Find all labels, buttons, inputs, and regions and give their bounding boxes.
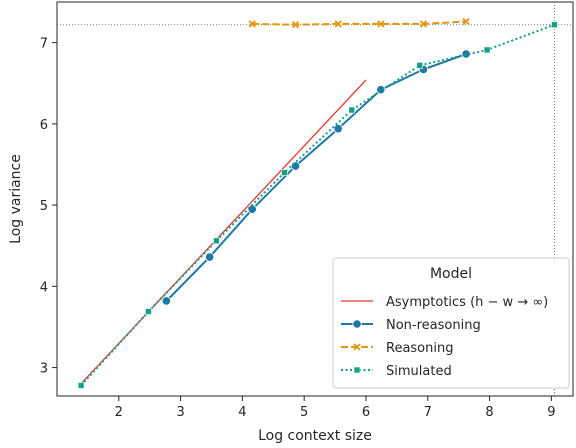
- data-point: [162, 297, 170, 305]
- data-point: [281, 170, 287, 176]
- x-tick-label: 7: [424, 405, 432, 420]
- x-tick-label: 5: [300, 405, 308, 420]
- y-axis-label: Log variance: [8, 154, 24, 244]
- x-tick-label: 3: [176, 405, 184, 420]
- legend-label: Asymptotics (h − w → ∞): [386, 295, 548, 310]
- data-point: [551, 22, 557, 28]
- y-tick-label: 4: [40, 280, 48, 295]
- legend-label: Non-reasoning: [386, 318, 481, 333]
- x-axis: 2 3 4 5 6 7 8 9: [115, 396, 556, 420]
- y-tick-label: 3: [40, 362, 48, 377]
- legend-label: Simulated: [386, 364, 452, 379]
- y-tick-label: 7: [40, 37, 48, 52]
- data-point: [291, 162, 299, 170]
- legend-swatch-marker: [354, 367, 360, 373]
- data-point: [334, 125, 342, 133]
- x-tick-label: 9: [547, 405, 555, 420]
- y-tick-label: 5: [40, 199, 48, 214]
- x-tick-label: 6: [362, 405, 370, 420]
- y-axis: 3 4 5 6 7: [40, 37, 57, 377]
- data-point: [349, 107, 355, 113]
- legend-swatch-marker: [353, 320, 361, 328]
- data-point: [205, 253, 213, 261]
- legend-title: Model: [430, 266, 472, 282]
- x-axis-label: Log context size: [258, 428, 372, 444]
- data-point: [213, 238, 219, 244]
- y-tick-label: 6: [40, 118, 48, 133]
- legend-label: Reasoning: [386, 341, 453, 356]
- data-point: [78, 382, 84, 388]
- x-tick-label: 2: [115, 405, 123, 420]
- data-point: [145, 309, 151, 315]
- data-point: [417, 62, 423, 68]
- legend: Model Asymptotics (h − w → ∞) Non-reasoni…: [333, 258, 569, 388]
- data-point: [484, 47, 490, 53]
- x-tick-label: 4: [238, 405, 246, 420]
- x-tick-label: 8: [485, 405, 493, 420]
